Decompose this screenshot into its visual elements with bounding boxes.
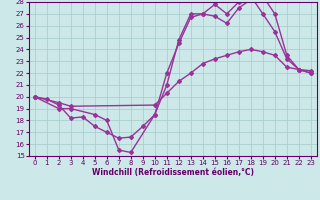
X-axis label: Windchill (Refroidissement éolien,°C): Windchill (Refroidissement éolien,°C)	[92, 168, 254, 177]
